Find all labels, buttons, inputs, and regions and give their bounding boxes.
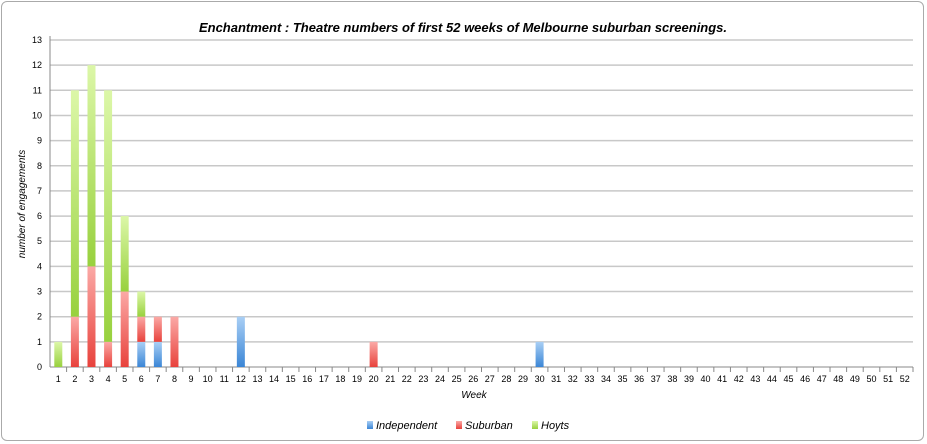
y-tick-label: 9 bbox=[37, 136, 42, 146]
x-tick-label: 29 bbox=[518, 374, 528, 384]
x-tick-label: 49 bbox=[850, 374, 860, 384]
bar-hoyts-week-2 bbox=[70, 90, 79, 317]
x-tick-label: 27 bbox=[485, 374, 495, 384]
y-tick-label: 7 bbox=[37, 186, 42, 196]
x-tick-label: 4 bbox=[106, 374, 111, 384]
x-tick-label: 17 bbox=[319, 374, 329, 384]
bar-hoyts-week-5 bbox=[120, 216, 129, 292]
x-tick-label: 37 bbox=[651, 374, 661, 384]
bar-suburban-week-5 bbox=[120, 291, 129, 367]
x-tick-label: 3 bbox=[89, 374, 94, 384]
x-tick-label: 5 bbox=[122, 374, 127, 384]
x-tick-label: 33 bbox=[584, 374, 594, 384]
x-tick-label: 7 bbox=[155, 374, 160, 384]
y-tick-label: 11 bbox=[33, 85, 42, 95]
x-tick-label: 43 bbox=[750, 374, 760, 384]
x-tick-label: 15 bbox=[286, 374, 296, 384]
legend-label-suburban: Suburban bbox=[465, 420, 513, 432]
bar-suburban-week-4 bbox=[104, 341, 113, 367]
x-tick-label: 6 bbox=[139, 374, 144, 384]
x-tick-label: 23 bbox=[418, 374, 428, 384]
x-tick-label: 47 bbox=[817, 374, 827, 384]
x-tick-label: 45 bbox=[784, 374, 794, 384]
y-tick-label: 2 bbox=[37, 312, 42, 322]
y-tick-label: 13 bbox=[32, 35, 42, 45]
bar-independent-week-12 bbox=[236, 316, 245, 367]
bar-suburban-week-8 bbox=[170, 316, 179, 367]
x-tick-label: 11 bbox=[220, 374, 229, 384]
x-tick-label: 39 bbox=[684, 374, 694, 384]
legend-swatch-hoyts bbox=[532, 421, 538, 429]
x-tick-label: 8 bbox=[172, 374, 177, 384]
x-tick-label: 41 bbox=[717, 374, 727, 384]
bar-independent-week-30 bbox=[535, 341, 544, 367]
legend-label-hoyts: Hoyts bbox=[541, 420, 570, 432]
y-tick-label: 6 bbox=[37, 211, 42, 221]
x-tick-label: 40 bbox=[701, 374, 711, 384]
chart-title: Enchantment : Theatre numbers of first 5… bbox=[199, 20, 727, 35]
y-tick-label: 0 bbox=[37, 362, 42, 372]
y-tick-label: 3 bbox=[37, 287, 42, 297]
x-tick-label: 32 bbox=[568, 374, 578, 384]
x-tick-label: 28 bbox=[501, 374, 511, 384]
bar-suburban-week-20 bbox=[369, 341, 378, 367]
x-tick-label: 1 bbox=[56, 374, 61, 384]
x-tick-label: 20 bbox=[369, 374, 379, 384]
x-tick-label: 50 bbox=[867, 374, 877, 384]
y-tick-label: 12 bbox=[32, 60, 42, 70]
bar-hoyts-week-4 bbox=[104, 90, 113, 342]
x-tick-label: 30 bbox=[535, 374, 545, 384]
x-tick-label: 31 bbox=[551, 374, 561, 384]
x-tick-label: 35 bbox=[618, 374, 628, 384]
x-tick-label: 22 bbox=[402, 374, 412, 384]
x-tick-label: 34 bbox=[601, 374, 611, 384]
x-tick-label: 38 bbox=[667, 374, 677, 384]
x-tick-label: 12 bbox=[236, 374, 246, 384]
x-tick-label: 2 bbox=[72, 374, 77, 384]
y-tick-label: 4 bbox=[37, 261, 42, 271]
x-tick-label: 42 bbox=[734, 374, 744, 384]
x-tick-label: 25 bbox=[452, 374, 462, 384]
x-tick-label: 48 bbox=[833, 374, 843, 384]
x-tick-label: 51 bbox=[883, 374, 893, 384]
bar-independent-week-6 bbox=[137, 341, 146, 367]
x-tick-label: 36 bbox=[634, 374, 644, 384]
bar-hoyts-week-1 bbox=[54, 341, 63, 367]
bar-hoyts-week-6 bbox=[137, 291, 146, 317]
bar-suburban-week-7 bbox=[153, 316, 162, 342]
x-tick-label: 14 bbox=[269, 374, 279, 384]
y-tick-label: 1 bbox=[37, 337, 42, 347]
y-axis-label: number of engagements bbox=[17, 150, 28, 258]
legend-swatch-independent bbox=[367, 421, 373, 429]
bar-suburban-week-3 bbox=[87, 266, 96, 367]
x-tick-label: 26 bbox=[468, 374, 478, 384]
x-tick-label: 18 bbox=[335, 374, 345, 384]
x-tick-label: 52 bbox=[900, 374, 910, 384]
bar-suburban-week-6 bbox=[137, 316, 146, 342]
x-tick-label: 44 bbox=[767, 374, 777, 384]
legend-label-independent: Independent bbox=[376, 420, 438, 432]
y-tick-label: 10 bbox=[32, 110, 42, 120]
y-tick-label: 8 bbox=[37, 161, 42, 171]
x-tick-label: 9 bbox=[189, 374, 194, 384]
y-tick-label: 5 bbox=[37, 236, 42, 246]
bar-hoyts-week-3 bbox=[87, 65, 96, 267]
x-tick-label: 19 bbox=[352, 374, 362, 384]
x-tick-label: 13 bbox=[252, 374, 262, 384]
legend: Independent Suburban Hoyts bbox=[367, 420, 570, 432]
x-tick-label: 10 bbox=[203, 374, 213, 384]
bar-independent-week-7 bbox=[153, 341, 162, 367]
x-tick-label: 24 bbox=[435, 374, 445, 384]
x-tick-label: 46 bbox=[800, 374, 810, 384]
x-tick-label: 16 bbox=[302, 374, 312, 384]
x-tick-label: 21 bbox=[385, 374, 395, 384]
x-axis-label: Week bbox=[461, 390, 487, 401]
legend-swatch-suburban bbox=[456, 421, 462, 429]
bar-suburban-week-2 bbox=[70, 316, 79, 367]
